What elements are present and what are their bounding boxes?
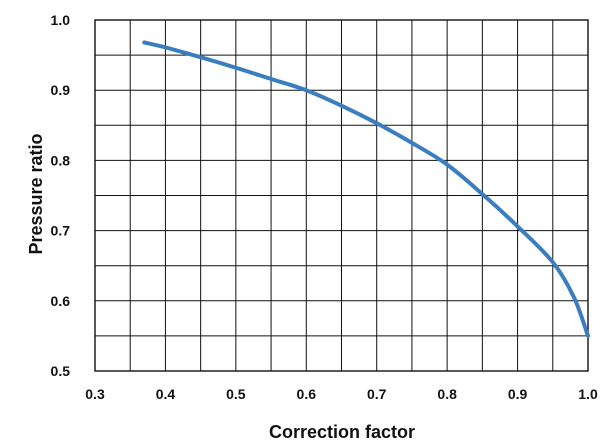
y-tick-label: 0.6 (51, 293, 71, 309)
y-tick-label: 0.9 (51, 82, 71, 98)
x-tick-label: 0.3 (85, 386, 105, 402)
y-axis-title: Pressure ratio (26, 133, 46, 254)
y-tick-label: 0.5 (51, 363, 71, 379)
x-tick-label: 0.7 (367, 386, 387, 402)
x-tick-label: 0.6 (297, 386, 317, 402)
x-tick-label: 1.0 (578, 386, 598, 402)
x-tick-label: 0.9 (508, 386, 528, 402)
grid-layer (95, 20, 588, 371)
y-tick-layer: 0.5 0.6 0.7 0.8 0.9 1.0 (51, 12, 71, 379)
frame-layer (94, 19, 589, 372)
x-tick-layer: 0.3 0.4 0.5 0.6 0.7 0.8 0.9 1.0 (85, 386, 598, 402)
x-tick-label: 0.4 (156, 386, 176, 402)
plot-frame (94, 19, 589, 372)
y-tick-label: 1.0 (51, 12, 71, 28)
y-tick-label: 0.8 (51, 152, 71, 168)
x-tick-label: 0.8 (437, 386, 457, 402)
y-tick-label: 0.7 (51, 223, 71, 239)
x-tick-label: 0.5 (226, 386, 246, 402)
pressure-ratio-curve (142, 40, 590, 338)
series-layer (142, 40, 590, 338)
x-axis-title: Correction factor (269, 422, 415, 442)
